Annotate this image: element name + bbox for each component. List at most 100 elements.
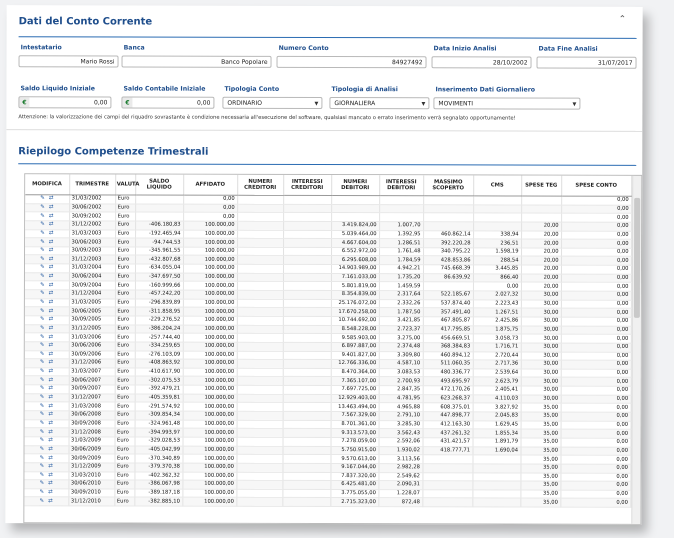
table-cell: Euro — [115, 238, 136, 247]
edit-icon[interactable]: ✎ — [40, 256, 45, 263]
data-inizio-field[interactable]: 28/10/2002 — [431, 56, 532, 69]
data-fine-field[interactable]: 31/07/2017 — [536, 56, 637, 69]
table-cell: 100.000,00 — [182, 497, 237, 507]
edit-icon[interactable]: ✎ — [39, 411, 45, 418]
saldo-contabile-field[interactable]: € 0,00 — [121, 96, 215, 109]
swap-icon[interactable]: ⇄ — [48, 316, 54, 323]
tipologia-conto-select[interactable]: ORDINARIO ▼ — [222, 96, 323, 109]
chevron-up-icon[interactable]: ⌃ — [618, 14, 627, 25]
edit-icon[interactable]: ✎ — [39, 394, 45, 401]
edit-icon[interactable]: ✎ — [39, 368, 45, 375]
scrollbar-thumb[interactable] — [633, 197, 641, 318]
edit-icon[interactable]: ✎ — [39, 316, 45, 323]
edit-icon[interactable]: ✎ — [39, 497, 45, 505]
swap-icon[interactable]: ⇄ — [48, 498, 53, 505]
tipologia-analisi-select[interactable]: GIORNALIERA ▼ — [329, 97, 430, 110]
swap-icon[interactable]: ⇄ — [48, 325, 54, 332]
edit-icon[interactable]: ✎ — [39, 385, 45, 392]
edit-icon[interactable]: ✎ — [40, 299, 45, 306]
edit-icon[interactable]: ✎ — [39, 377, 45, 384]
swap-icon[interactable]: ⇄ — [48, 238, 54, 245]
swap-icon[interactable]: ⇄ — [48, 307, 54, 314]
edit-icon[interactable]: ✎ — [39, 359, 45, 366]
swap-icon[interactable]: ⇄ — [48, 204, 54, 211]
swap-icon[interactable]: ⇄ — [48, 402, 53, 409]
swap-icon[interactable]: ⇄ — [48, 195, 54, 202]
table-cell: 100.000,00 — [183, 238, 238, 248]
edit-icon[interactable]: ✎ — [39, 472, 45, 479]
edit-icon[interactable]: ✎ — [39, 446, 45, 453]
edit-icon[interactable]: ✎ — [40, 204, 45, 211]
edit-icon[interactable]: ✎ — [40, 238, 45, 245]
edit-icon[interactable]: ✎ — [40, 221, 45, 228]
swap-icon[interactable]: ⇄ — [48, 428, 53, 435]
table-cell: 31/03/2003 — [69, 229, 116, 239]
edit-icon[interactable]: ✎ — [40, 290, 45, 297]
swap-icon[interactable]: ⇄ — [48, 454, 53, 461]
intestatario-field[interactable]: Mario Rossi — [18, 55, 119, 68]
swap-icon[interactable]: ⇄ — [48, 281, 54, 289]
table-cell: 0,00 — [561, 239, 632, 249]
edit-icon[interactable]: ✎ — [39, 420, 45, 427]
swap-icon[interactable]: ⇄ — [48, 221, 54, 228]
edit-icon[interactable]: ✎ — [39, 489, 45, 496]
swap-icon[interactable]: ⇄ — [48, 264, 54, 271]
swap-icon[interactable]: ⇄ — [48, 368, 54, 375]
edit-icon[interactable]: ✎ — [39, 428, 45, 435]
swap-icon[interactable]: ⇄ — [48, 299, 54, 306]
swap-icon[interactable]: ⇄ — [48, 489, 53, 496]
swap-icon[interactable]: ⇄ — [48, 351, 54, 358]
table-cell: Euro — [114, 307, 135, 316]
edit-icon[interactable]: ✎ — [39, 454, 45, 461]
swap-icon[interactable]: ⇄ — [48, 472, 53, 479]
table-cell: 30/09/2010 — [68, 488, 115, 498]
edit-icon[interactable]: ✎ — [40, 307, 45, 314]
swap-icon[interactable]: ⇄ — [48, 212, 54, 219]
table-cell — [423, 213, 474, 222]
edit-icon[interactable]: ✎ — [39, 437, 45, 444]
edit-icon[interactable]: ✎ — [39, 325, 45, 332]
edit-icon[interactable]: ✎ — [40, 281, 45, 288]
inserimento-select[interactable]: MOVIMENTI ▼ — [433, 97, 581, 110]
edit-icon[interactable]: ✎ — [40, 273, 45, 280]
table-cell: 9.585.903,00 — [330, 333, 379, 343]
swap-icon[interactable]: ⇄ — [48, 230, 54, 237]
edit-icon[interactable]: ✎ — [39, 351, 45, 358]
table-cell: 0,00 — [560, 438, 631, 447]
swap-icon[interactable]: ⇄ — [48, 359, 54, 366]
swap-icon[interactable]: ⇄ — [48, 256, 54, 263]
edit-icon[interactable]: ✎ — [39, 402, 45, 409]
numero-conto-field[interactable]: 84927492 — [276, 55, 427, 69]
edit-icon[interactable]: ✎ — [39, 480, 45, 487]
column-header: SPESE TEG — [521, 175, 562, 197]
swap-icon[interactable]: ⇄ — [48, 446, 53, 453]
vertical-scrollbar[interactable] — [631, 175, 642, 524]
competenze-table-container[interactable]: MODIFICA TRIMESTRE VALUTA SALDO LIQUIDO AFFI… — [23, 173, 643, 525]
edit-icon[interactable]: ✎ — [39, 463, 45, 470]
edit-icon[interactable]: ✎ — [40, 264, 45, 271]
edit-icon[interactable]: ✎ — [40, 230, 45, 237]
swap-icon[interactable]: ⇄ — [48, 333, 54, 340]
edit-icon[interactable]: ✎ — [39, 333, 45, 340]
table-cell: -370.340,89 — [134, 454, 183, 463]
swap-icon[interactable]: ⇄ — [48, 463, 53, 470]
edit-icon[interactable]: ✎ — [40, 247, 45, 254]
swap-icon[interactable]: ⇄ — [48, 385, 54, 392]
swap-icon[interactable]: ⇄ — [48, 273, 54, 280]
swap-icon[interactable]: ⇄ — [48, 247, 54, 254]
banca-field[interactable]: Banco Popolare — [121, 55, 272, 68]
table-cell: 30/06/2002 — [69, 203, 116, 213]
swap-icon[interactable]: ⇄ — [48, 377, 54, 384]
swap-icon[interactable]: ⇄ — [48, 437, 53, 444]
edit-icon[interactable]: ✎ — [39, 342, 45, 349]
table-cell: 0,00 — [560, 377, 631, 387]
edit-icon[interactable]: ✎ — [40, 212, 45, 219]
swap-icon[interactable]: ⇄ — [48, 290, 54, 297]
swap-icon[interactable]: ⇄ — [48, 394, 54, 401]
swap-icon[interactable]: ⇄ — [48, 411, 53, 418]
swap-icon[interactable]: ⇄ — [48, 480, 53, 487]
saldo-liquido-field[interactable]: € 0,00 — [18, 96, 112, 109]
swap-icon[interactable]: ⇄ — [48, 420, 53, 427]
edit-icon[interactable]: ✎ — [40, 195, 45, 202]
swap-icon[interactable]: ⇄ — [48, 342, 54, 349]
